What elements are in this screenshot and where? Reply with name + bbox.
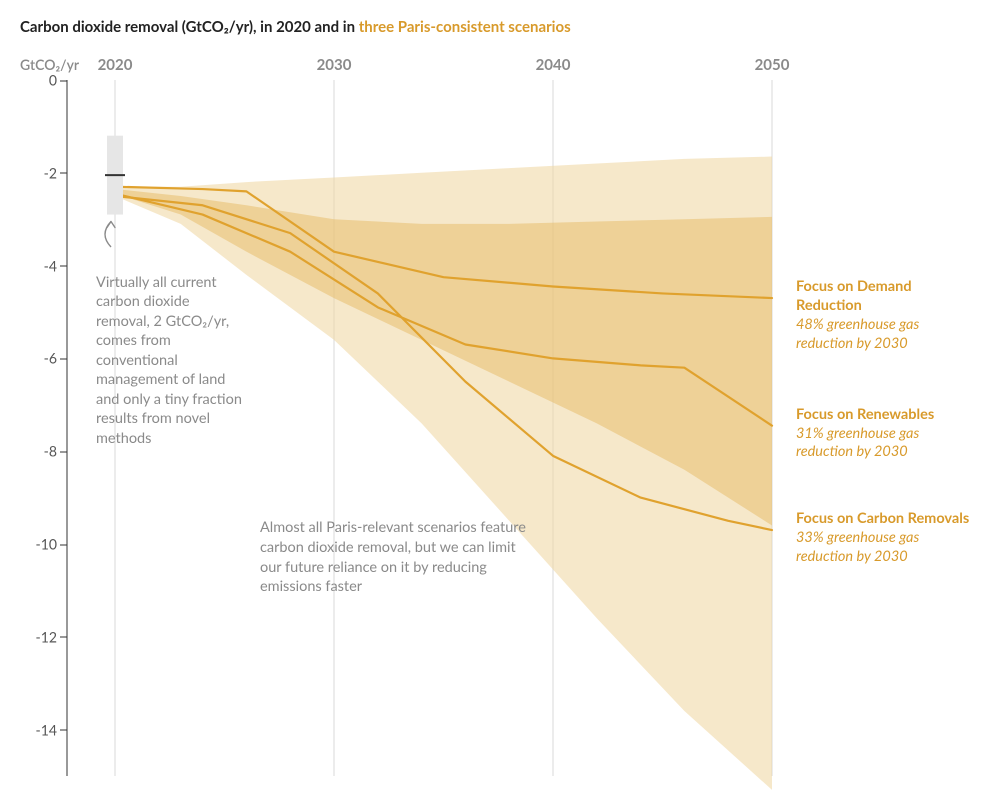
annotation-center: Almost all Paris-relevant scenarios feat… (260, 518, 540, 596)
annotation-arrowhead (107, 222, 115, 228)
y-tick-label: -12 (17, 628, 57, 645)
y-tick-label: -6 (17, 350, 57, 367)
y-tick-label: -2 (17, 164, 57, 181)
y-tick-label: -8 (17, 443, 57, 460)
y-tick-label: -14 (17, 721, 57, 738)
annotation-left: Virtually all current carbon dioxide rem… (96, 273, 246, 449)
x-tick-label: 2050 (755, 56, 790, 74)
x-tick-label: 2030 (317, 56, 352, 74)
x-tick-label: 2020 (98, 56, 133, 74)
y-tick-label: -10 (17, 536, 57, 553)
series-label-removals: Focus on Carbon Removals33% greenhouse g… (796, 510, 976, 567)
series-label-renewables: Focus on Renewables31% greenhouse gas re… (796, 406, 976, 463)
series-label-demand: Focus on Demand Reduction48% greenhouse … (796, 278, 976, 353)
chart-container: Carbon dioxide removal (GtCO₂/yr), in 20… (0, 0, 986, 790)
y-tick-label: -4 (17, 257, 57, 274)
y-tick-label: 0 (17, 72, 57, 89)
x-tick-label: 2040 (536, 56, 571, 74)
